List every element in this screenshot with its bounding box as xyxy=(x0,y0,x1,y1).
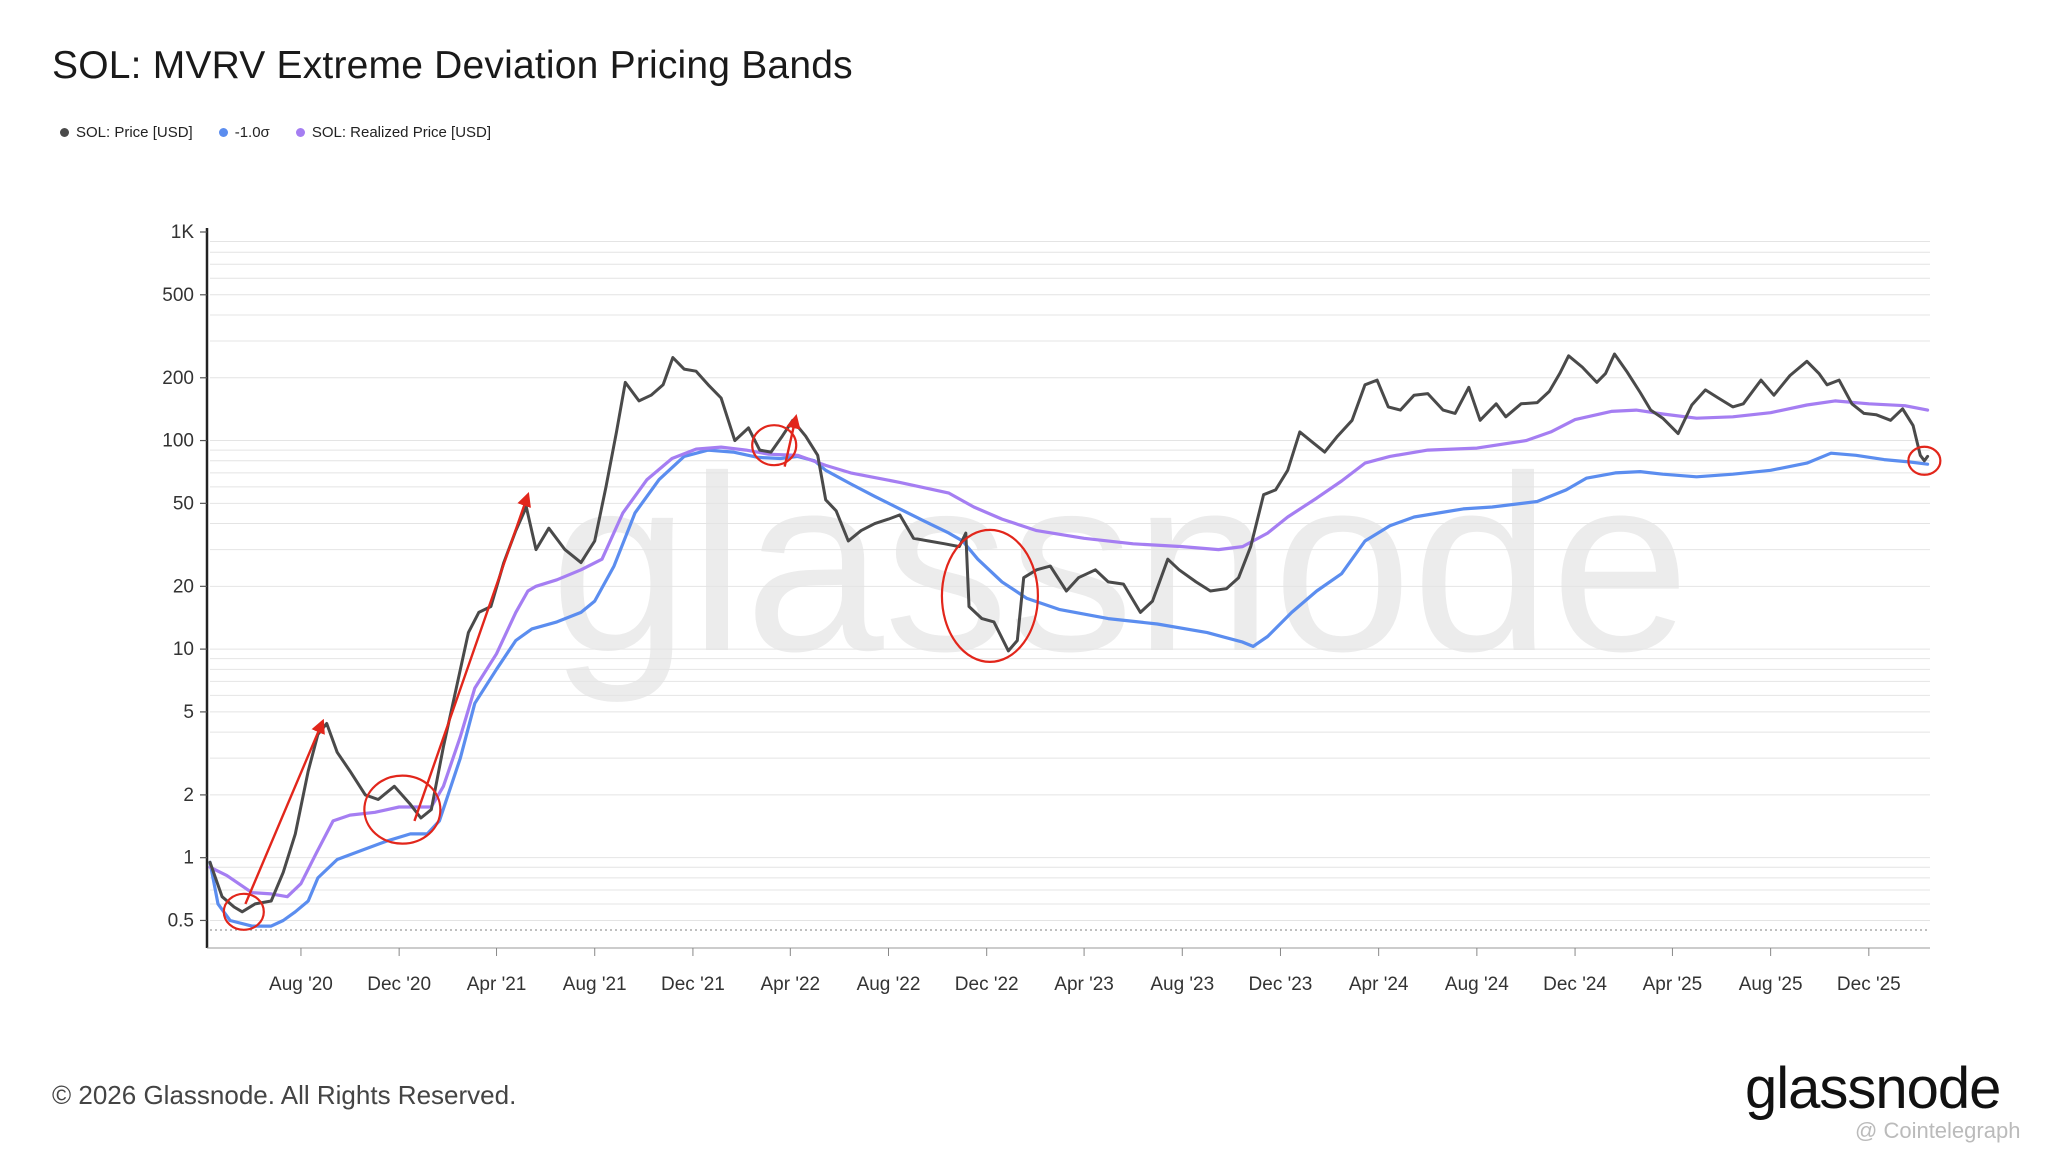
legend-item-minus-one-sigma[interactable]: -1.0σ xyxy=(218,124,270,141)
y-tick-label: 1K xyxy=(171,222,195,243)
annotation-circle xyxy=(1907,445,1942,476)
x-tick-label: Aug '24 xyxy=(1445,974,1509,995)
legend-label-sigma: -1.0σ xyxy=(234,124,270,141)
annotations xyxy=(222,413,1942,931)
annotation-circle xyxy=(222,892,265,931)
annotation-circle xyxy=(751,424,798,467)
x-tick-label: Dec '20 xyxy=(367,974,431,995)
legend: SOL: Price [USD] -1.0σ SOL: Realized Pri… xyxy=(60,124,491,141)
chart-title: SOL: MVRV Extreme Deviation Pricing Band… xyxy=(52,44,853,87)
y-tick-label: 2 xyxy=(183,785,194,806)
x-tick-label: Aug '25 xyxy=(1739,974,1803,995)
annotation-circle xyxy=(363,774,442,845)
annotation-arrow xyxy=(244,718,325,905)
y-tick-label: 20 xyxy=(173,576,194,597)
legend-dot-sigma-icon xyxy=(218,128,228,137)
legend-label-price: SOL: Price [USD] xyxy=(76,124,193,141)
x-tick-label: Aug '20 xyxy=(269,974,333,995)
series-price-line xyxy=(208,352,1930,914)
x-tick-label: Apr '21 xyxy=(467,974,527,995)
x-tick-label: Dec '22 xyxy=(955,974,1019,995)
y-tick-label: 50 xyxy=(173,493,194,514)
y-axis: 0.5 1 2 5 10 20 50 100 200 500 1K xyxy=(162,222,209,948)
legend-dot-realized-icon xyxy=(295,128,305,137)
glassnode-logo[interactable]: glassnode xyxy=(1745,1056,2001,1121)
legend-item-price[interactable]: SOL: Price [USD] xyxy=(60,124,193,141)
annotation-circle xyxy=(940,528,1040,663)
legend-item-realized-price[interactable]: SOL: Realized Price [USD] xyxy=(295,124,492,141)
x-tick-label: Apr '25 xyxy=(1643,974,1703,995)
series-realized-price-line xyxy=(208,399,1930,899)
copyright-footer: © 2026 Glassnode. All Rights Reserved. xyxy=(52,1080,517,1110)
legend-dot-price-icon xyxy=(60,128,69,137)
x-tick-label: Apr '24 xyxy=(1349,974,1409,995)
y-tick-label: 500 xyxy=(162,285,194,306)
x-tick-label: Dec '23 xyxy=(1249,974,1313,995)
x-tick-label: Aug '21 xyxy=(563,974,627,995)
x-tick-label: Dec '21 xyxy=(661,974,725,995)
annotation-arrow xyxy=(413,491,531,822)
annotation-arrow xyxy=(783,413,801,467)
legend-label-realized: SOL: Realized Price [USD] xyxy=(311,124,492,141)
y-tick-label: 10 xyxy=(173,639,194,660)
series-minus-one-sigma-line xyxy=(208,448,1930,928)
y-tick-label: 200 xyxy=(162,368,194,389)
x-tick-label: Apr '22 xyxy=(761,974,821,995)
series-lines xyxy=(208,352,1930,928)
x-tick-label: Aug '22 xyxy=(857,974,921,995)
y-tick-label: 5 xyxy=(183,702,194,723)
x-axis: Aug '20 Dec '20 Apr '21 Aug '21 Dec '21 Apr '… xyxy=(207,947,1930,995)
y-tick-label: 0.5 xyxy=(168,910,194,931)
cointelegraph-credit: @ Cointelegraph xyxy=(1855,1118,2021,1143)
x-tick-label: Aug '23 xyxy=(1150,974,1214,995)
x-tick-label: Dec '24 xyxy=(1543,974,1607,995)
x-tick-label: Dec '25 xyxy=(1837,974,1901,995)
y-tick-label: 1 xyxy=(183,848,194,869)
watermark-text: glassnode xyxy=(550,424,1690,703)
x-tick-label: Apr '23 xyxy=(1054,974,1114,995)
y-tick-label: 100 xyxy=(162,431,194,452)
